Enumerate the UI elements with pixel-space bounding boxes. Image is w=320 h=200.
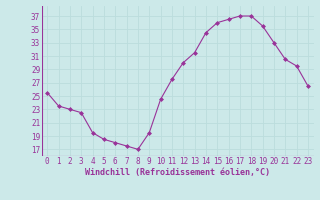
X-axis label: Windchill (Refroidissement éolien,°C): Windchill (Refroidissement éolien,°C) <box>85 168 270 177</box>
